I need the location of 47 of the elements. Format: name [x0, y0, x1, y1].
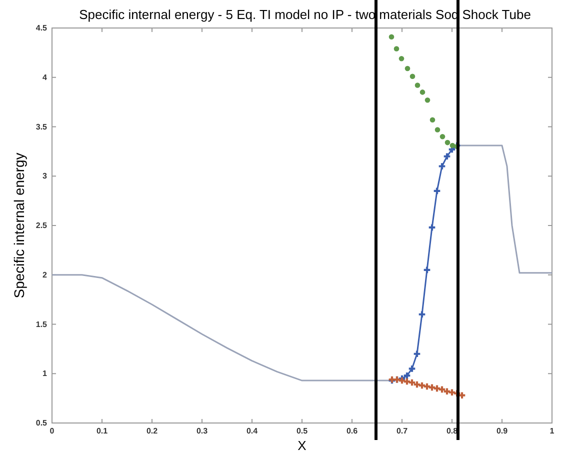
- x-tick-label: 0.6: [346, 426, 358, 436]
- point: [424, 97, 430, 103]
- point: [440, 134, 446, 140]
- x-tick-label: 0.2: [146, 426, 158, 436]
- point: [448, 389, 456, 396]
- point: [434, 188, 440, 194]
- point: [430, 117, 436, 122]
- point: [404, 372, 410, 379]
- point: [444, 140, 450, 146]
- x-tick-label: 0.7: [396, 426, 408, 436]
- x-tick-label: 0.3: [196, 426, 208, 436]
- y-tick-label: 2.5: [36, 221, 48, 230]
- point: [408, 379, 416, 386]
- point: [414, 350, 420, 358]
- point: [420, 90, 426, 95]
- y-tick-label: 1.5: [36, 320, 48, 329]
- y-tick-label: 4.5: [36, 24, 48, 33]
- x-tick-label: 0.5: [296, 426, 308, 436]
- point: [408, 366, 416, 372]
- point: [410, 74, 416, 80]
- point: [394, 46, 400, 52]
- point: [404, 66, 410, 72]
- point: [424, 266, 430, 274]
- point: [414, 82, 420, 88]
- point: [388, 34, 394, 40]
- point: [418, 311, 426, 318]
- y-tick-label: 1: [42, 369, 48, 378]
- point: [450, 142, 456, 148]
- point: [458, 392, 466, 398]
- y-tick-label: 2: [42, 270, 48, 280]
- y-tick-label: 3: [42, 172, 48, 181]
- point: [398, 56, 404, 62]
- x-tick-label: 0.4: [246, 426, 258, 436]
- x-axis-title: X: [298, 438, 307, 453]
- y-tick-label: 3.5: [36, 122, 48, 132]
- y-tick-label: 4: [42, 72, 48, 82]
- x-tick-label: 0: [50, 426, 55, 436]
- y-axis-title: Specific internal energy: [11, 152, 27, 298]
- x-tick-label: 1: [550, 426, 555, 436]
- point: [428, 224, 436, 231]
- y-tick-label: 0.5: [36, 418, 48, 428]
- x-tick-label: 0.9: [496, 426, 508, 436]
- x-tick-label: 0.1: [96, 426, 108, 436]
- point: [438, 163, 446, 170]
- point: [434, 127, 440, 132]
- point: [444, 153, 450, 160]
- point: [438, 386, 446, 393]
